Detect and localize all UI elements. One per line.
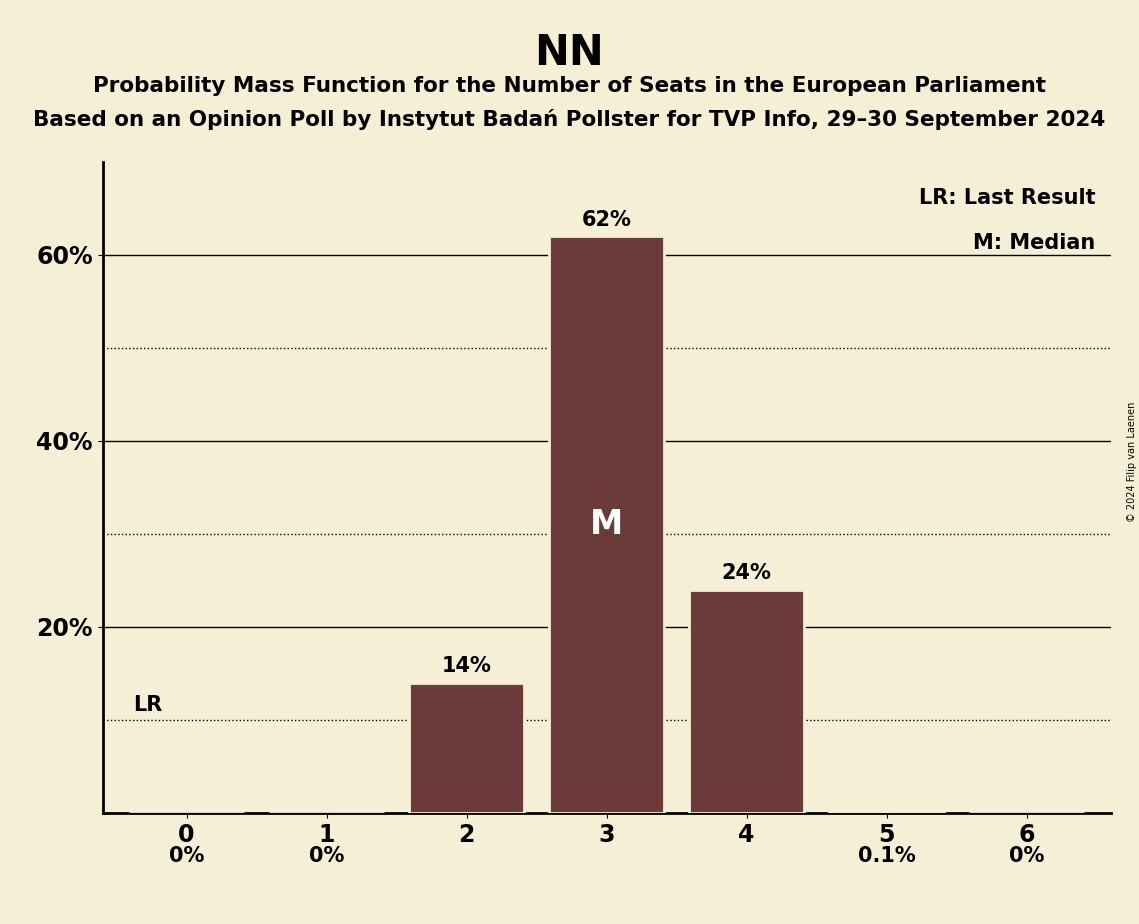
Text: M: Median: M: Median	[973, 234, 1096, 253]
Bar	[829, 812, 944, 813]
Text: Based on an Opinion Poll by Instytut Badań Pollster for TVP Info, 29–30 Septembe: Based on an Opinion Poll by Instytut Bad…	[33, 109, 1106, 130]
Text: 0%: 0%	[169, 845, 204, 866]
Text: 0%: 0%	[309, 845, 344, 866]
Text: 14%: 14%	[442, 656, 491, 676]
Text: 62%: 62%	[582, 210, 631, 230]
Text: 0.1%: 0.1%	[858, 845, 916, 866]
Bar	[409, 683, 524, 813]
Bar	[689, 590, 804, 813]
Text: © 2024 Filip van Laenen: © 2024 Filip van Laenen	[1126, 402, 1137, 522]
Text: M: M	[590, 508, 623, 541]
Text: LR: LR	[133, 696, 163, 715]
Bar	[549, 237, 664, 813]
Text: Probability Mass Function for the Number of Seats in the European Parliament: Probability Mass Function for the Number…	[93, 76, 1046, 96]
Text: NN: NN	[534, 32, 605, 74]
Text: 24%: 24%	[722, 564, 771, 583]
Text: LR: Last Result: LR: Last Result	[919, 188, 1096, 208]
Text: 0%: 0%	[1009, 845, 1044, 866]
